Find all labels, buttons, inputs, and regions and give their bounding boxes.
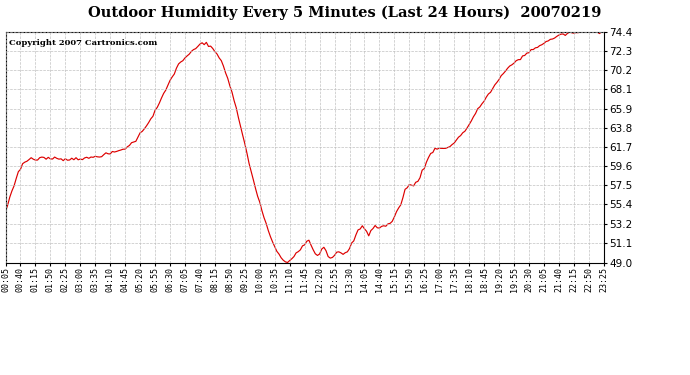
- Text: Copyright 2007 Cartronics.com: Copyright 2007 Cartronics.com: [8, 39, 157, 47]
- Text: Outdoor Humidity Every 5 Minutes (Last 24 Hours)  20070219: Outdoor Humidity Every 5 Minutes (Last 2…: [88, 6, 602, 20]
